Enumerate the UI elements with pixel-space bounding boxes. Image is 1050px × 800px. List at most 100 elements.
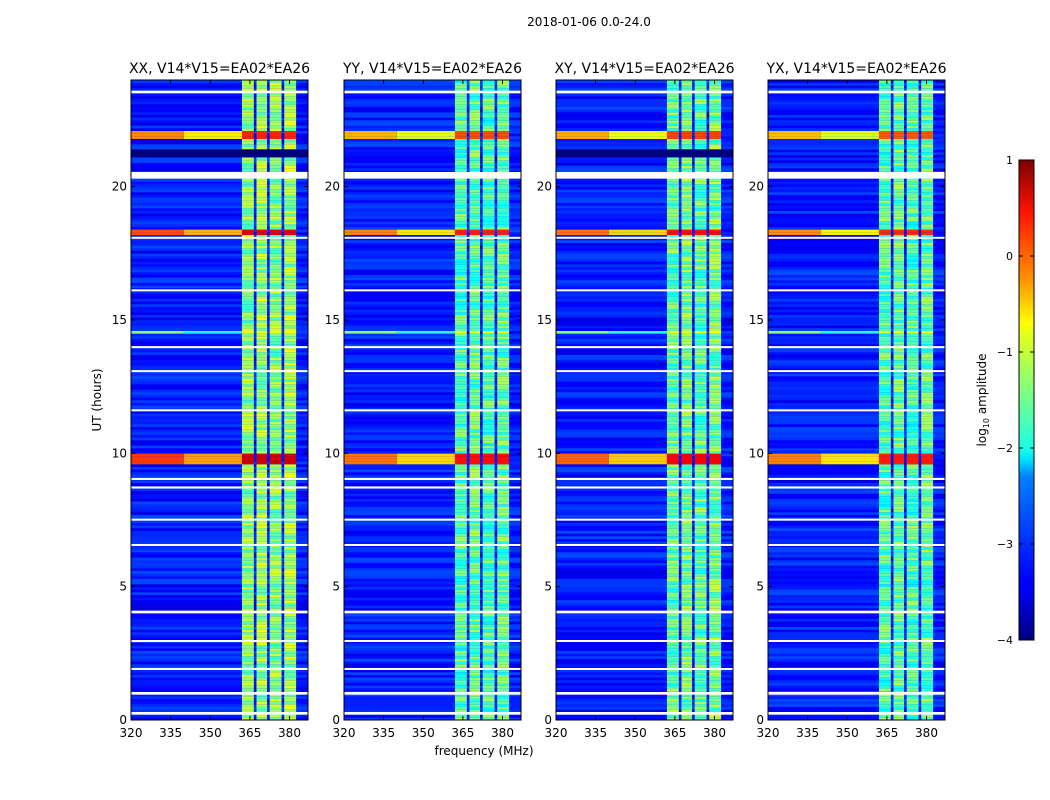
subband-cell: [878, 344, 891, 347]
subband-cell: [256, 637, 268, 641]
subband-cell: [694, 504, 707, 507]
subband-cell: [269, 594, 282, 598]
subband-cell: [709, 216, 722, 219]
subband-cell: [469, 125, 481, 129]
subband-cell: [921, 664, 934, 667]
heatmap-row: [768, 528, 945, 531]
subband-cell: [666, 258, 679, 262]
subband-cell: [482, 658, 495, 662]
heatmap-row: [556, 416, 733, 419]
subband-cell: [921, 682, 934, 686]
subband-cell: [497, 464, 510, 467]
subband-cell: [709, 336, 722, 339]
subband-cell: [893, 424, 905, 427]
subband-cell: [454, 621, 467, 625]
subband-cell: [666, 413, 679, 417]
subband-cell: [921, 365, 934, 369]
subband-cell: [666, 525, 679, 529]
subband-cell: [269, 525, 282, 529]
subband-cell: [269, 458, 282, 462]
subband-cell: [241, 160, 254, 163]
flagged-row: [131, 236, 308, 239]
heatmap-row: [344, 357, 521, 361]
subband-cell: [241, 98, 254, 102]
subband-cell: [893, 552, 905, 555]
subband-cell: [469, 498, 481, 502]
heatmap-row: [131, 629, 308, 633]
subband-cell: [482, 346, 495, 350]
subband-cell: [709, 608, 722, 611]
subband-cell: [269, 589, 282, 593]
flagged-row: [131, 544, 308, 546]
subband-cell: [694, 221, 707, 225]
subband-cell: [906, 496, 919, 499]
heatmap-row: [344, 224, 521, 227]
subband-cell: [921, 333, 934, 337]
subband-cell: [681, 466, 693, 470]
subband-cell: [497, 258, 510, 262]
subband-cell: [893, 549, 905, 553]
subband-cell: [482, 106, 495, 110]
subband-cell: [482, 362, 495, 366]
subband-cell: [454, 82, 467, 86]
subband-cell: [256, 378, 268, 382]
subband-cell: [694, 509, 707, 513]
subband-cell: [497, 709, 510, 713]
subband-cell: [454, 458, 467, 462]
subband-cell: [497, 549, 510, 553]
subband-cell: [906, 421, 919, 425]
subband-cell: [241, 210, 254, 214]
heatmap-row: [768, 704, 945, 707]
heatmap-row: [768, 698, 945, 702]
subband-cell: [454, 240, 467, 243]
subband-cell: [694, 210, 707, 214]
subband-cell: [906, 389, 919, 393]
subband-cell: [454, 402, 467, 406]
heatmap-row: [768, 234, 945, 238]
heatmap-row: [131, 621, 308, 625]
subband-cell: [681, 85, 693, 89]
heatmap-row: [556, 261, 733, 265]
subband-cell: [906, 186, 919, 190]
subband-cell: [241, 197, 254, 201]
subband-cell: [681, 418, 693, 422]
heatmap-row: [131, 674, 308, 678]
subband-cell: [469, 117, 481, 121]
subband-cell: [921, 698, 934, 702]
subband-cell: [893, 314, 905, 318]
heatmap-row: [556, 96, 733, 99]
subband-cell: [878, 181, 891, 185]
subband-cell: [666, 576, 679, 579]
subband-cell: [681, 597, 693, 601]
heatmap-row: [131, 552, 308, 555]
subband-cell: [709, 402, 722, 406]
subband-cell: [893, 594, 905, 598]
heatmap-row: [768, 141, 945, 145]
subband-cell: [893, 250, 905, 254]
subband-cell: [681, 245, 693, 249]
heatmap-row: [556, 554, 733, 558]
subband-cell: [681, 114, 693, 118]
heatmap-row: [344, 432, 521, 435]
rfi-cell: [820, 232, 879, 235]
subband-cell: [681, 328, 693, 331]
subband-cell: [241, 482, 254, 486]
subband-cell: [241, 296, 254, 299]
subband-cell: [681, 93, 693, 97]
subband-cell: [921, 165, 934, 169]
subband-cell: [694, 698, 707, 702]
subband-cell: [709, 466, 722, 470]
subband-cell: [906, 354, 919, 358]
heatmap-row: [344, 264, 521, 267]
subband-cell: [681, 522, 693, 526]
subband-cell: [241, 592, 254, 595]
subband-cell: [878, 218, 891, 222]
subband-cell: [893, 410, 905, 414]
subband-cell: [666, 301, 679, 305]
heatmap-row: [344, 144, 521, 147]
subband-cell: [269, 402, 282, 406]
subband-cell: [497, 525, 510, 529]
heatmap-row: [556, 312, 733, 315]
subband-cell: [906, 565, 919, 569]
subband-cell: [694, 112, 707, 115]
